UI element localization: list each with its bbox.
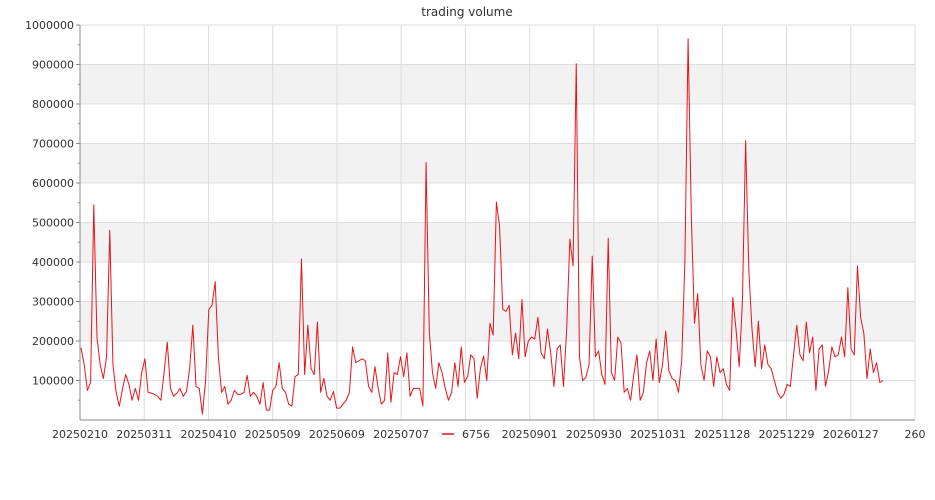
x-tick-label: 20251229 — [759, 428, 815, 441]
y-axis-ticks: 100000 200000 300000 400000 500000 600000 7000… — [25, 19, 80, 401]
y-tick-label: 1000000 — [25, 19, 74, 32]
grid-band — [80, 301, 915, 341]
y-tick-label: 800000 — [32, 98, 74, 111]
x-tick-label: 20250410 — [180, 428, 236, 441]
series-group — [80, 38, 884, 415]
x-tick-label: 20250509 — [245, 428, 301, 441]
series-line-6756 — [80, 38, 884, 415]
x-tick-label: 20250609 — [309, 428, 365, 441]
chart-title: trading volume — [421, 5, 512, 19]
legend-label: 6756 — [462, 428, 490, 441]
x-tick-label: 20250930 — [566, 428, 622, 441]
x-tick-label: 20250707 — [373, 428, 429, 441]
grid-band — [80, 64, 915, 104]
x-tick-label: 20250210 — [52, 428, 108, 441]
x-tick-label: 20251128 — [694, 428, 750, 441]
alternating-bands — [80, 64, 915, 341]
grid-band — [80, 222, 915, 262]
x-tick-label: 20260127 — [823, 428, 879, 441]
x-tick-label: 260 — [905, 428, 926, 441]
legend: 6756 — [442, 428, 490, 441]
y-tick-label: 100000 — [32, 375, 74, 388]
y-tick-label: 700000 — [32, 138, 74, 151]
y-tick-label: 500000 — [32, 217, 74, 230]
y-tick-label: 900000 — [32, 59, 74, 72]
horizontal-gridlines — [80, 24, 915, 381]
grid-band — [80, 143, 915, 183]
x-tick-label: 20251031 — [630, 428, 686, 441]
x-tick-label: 20250901 — [502, 428, 558, 441]
y-tick-label: 600000 — [32, 177, 74, 190]
y-tick-label: 200000 — [32, 335, 74, 348]
x-axis-ticks: 20250210 20250311 20250410 20250509 20250609… — [52, 428, 926, 441]
x-tick-label: 20250311 — [116, 428, 172, 441]
y-tick-label: 400000 — [32, 256, 74, 269]
y-tick-label: 300000 — [32, 296, 74, 309]
